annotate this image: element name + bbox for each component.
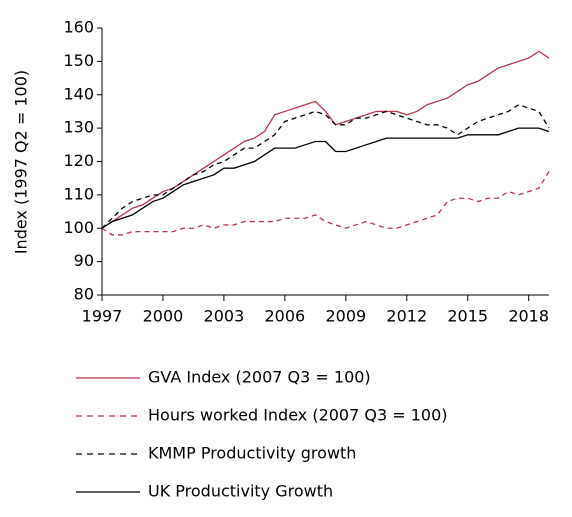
y-tick-label: 90 — [74, 251, 94, 270]
x-tick-label: 2012 — [386, 307, 427, 326]
series-line — [101, 104, 550, 229]
x-tick-label: 2003 — [204, 307, 245, 326]
y-axis-label: Index (1997 Q2 = 100) — [12, 70, 31, 254]
y-tick-label: 110 — [63, 184, 94, 203]
y-tick-label: 80 — [74, 285, 94, 304]
y-tick-label: 120 — [63, 151, 94, 170]
y-tick-label: 140 — [63, 84, 94, 103]
x-tick-label: 2009 — [325, 307, 366, 326]
y-tick-label: 160 — [63, 18, 94, 37]
y-tick-label: 150 — [63, 51, 94, 70]
y-tick-label: 130 — [63, 118, 94, 137]
y-tick-label: 100 — [63, 218, 94, 237]
legend-label: KMMP Productivity growth — [148, 444, 356, 463]
x-tick-label: 2015 — [447, 307, 488, 326]
x-tick-label: 2006 — [265, 307, 306, 326]
legend-label: Hours worked Index (2007 Q3 = 100) — [148, 406, 448, 425]
legend-label: GVA Index (2007 Q3 = 100) — [148, 368, 371, 387]
x-tick-label: 2018 — [508, 307, 549, 326]
x-tick-label: 1997 — [82, 307, 123, 326]
series-line — [101, 127, 550, 229]
series-line — [101, 50, 550, 229]
series-line — [101, 171, 550, 236]
x-tick-label: 2000 — [143, 307, 184, 326]
legend-label: UK Productivity Growth — [148, 482, 333, 501]
